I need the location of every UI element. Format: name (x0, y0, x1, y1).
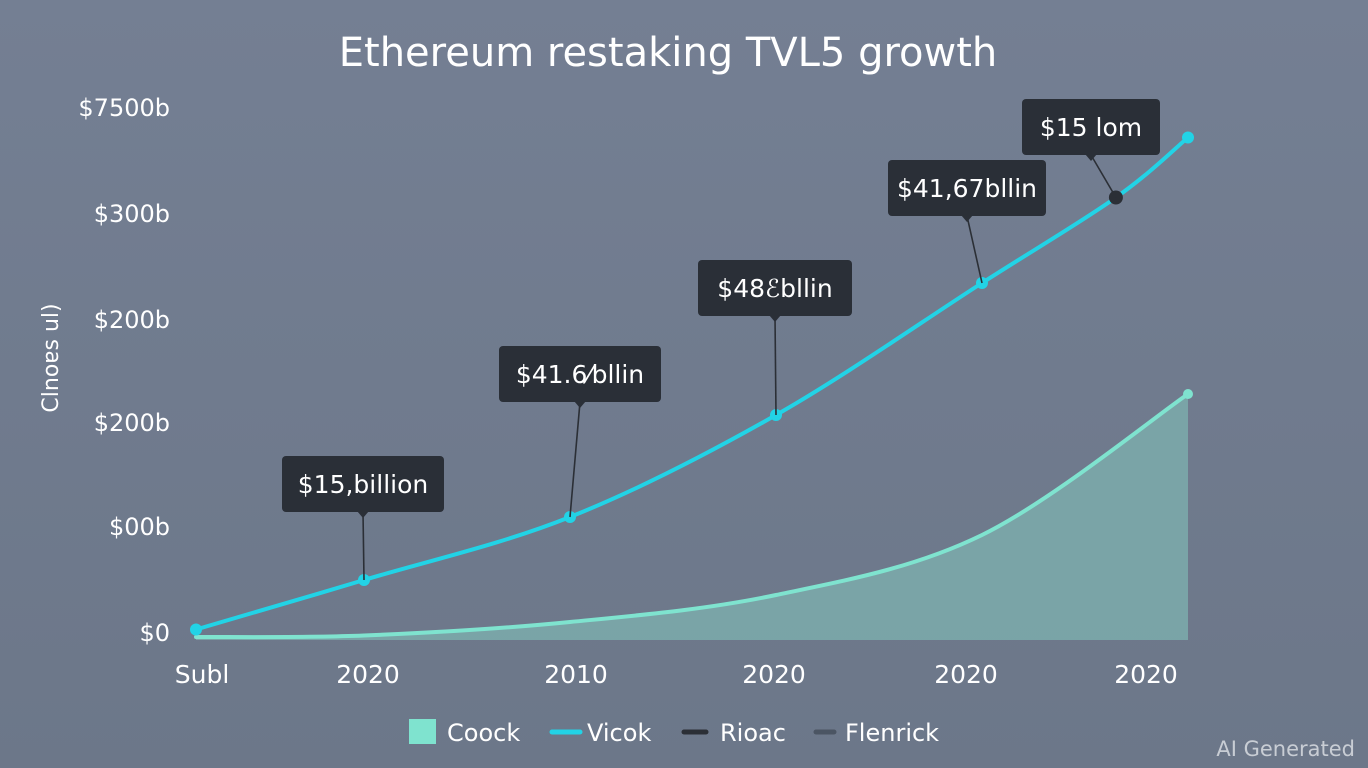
x-tick-label: 2020 (336, 660, 400, 689)
annotation-label: $41.6⁄bllin (516, 360, 644, 389)
y-tick-label: $200b (94, 306, 170, 334)
annotation-connector (1090, 154, 1117, 198)
legend-label: Flenrick (845, 719, 939, 747)
legend-label: Rioac (720, 719, 786, 747)
annotation-connector (569, 401, 581, 518)
y-axis-ticks: $7500b $300b $200b $200b $00b $0 (78, 94, 170, 647)
watermark: AI Generated (1216, 737, 1355, 761)
annotation-pointer (574, 401, 586, 408)
area-line-coock (194, 392, 1190, 640)
annotation-label: $15 lom (1040, 113, 1142, 142)
area-fill-coock (196, 394, 1188, 640)
legend-swatch-coock (409, 719, 436, 744)
annotation-pointer (769, 315, 781, 322)
x-tick-label: 2020 (934, 660, 998, 689)
annotation-pointer (357, 511, 369, 518)
legend-label: Vicok (587, 719, 651, 747)
annotation-pointer (961, 215, 973, 222)
legend-label: Coock (447, 719, 520, 747)
annotation-label: $48ℰbllin (717, 274, 832, 303)
annotation-label: $15,billion (298, 470, 428, 499)
chart-title: Ethereum restaking TVL5 growth (339, 30, 998, 76)
annotations: $15,billion $41.6⁄bllin $48ℰbllin $41,67bll… (282, 99, 1160, 581)
annotation-box (499, 346, 661, 402)
x-tick-label: 2020 (742, 660, 806, 689)
data-point-vicok (1182, 131, 1194, 144)
annotation-connector (774, 315, 777, 416)
annotation-connector (362, 511, 365, 581)
y-tick-label: $200b (94, 409, 170, 437)
annotation-pointer (1085, 154, 1097, 161)
y-tick-label: $7500b (78, 94, 170, 122)
x-tick-label: 2020 (1114, 660, 1178, 689)
annotation-label: $41,67bllin (897, 174, 1037, 203)
x-axis-ticks: Subl 2020 2010 2020 2020 2020 (175, 660, 1178, 689)
y-tick-label: $0 (139, 619, 170, 647)
y-tick-label: $300b (94, 200, 170, 228)
data-point-coock (1183, 389, 1193, 399)
annotation-box (1022, 99, 1160, 155)
legend: Coock Vicok Rioac Flenrick (409, 719, 939, 747)
annotation-connector (966, 215, 983, 284)
annotation-box (282, 456, 444, 512)
data-point-vicok (190, 623, 202, 636)
x-tick-label: Subl (175, 660, 230, 689)
y-tick-label: $00b (109, 513, 170, 541)
x-tick-label: 2010 (544, 660, 608, 689)
y-axis-label: Clnoɐs ul) (39, 303, 64, 412)
annotation-box (698, 260, 852, 316)
annotation-box (888, 160, 1046, 216)
